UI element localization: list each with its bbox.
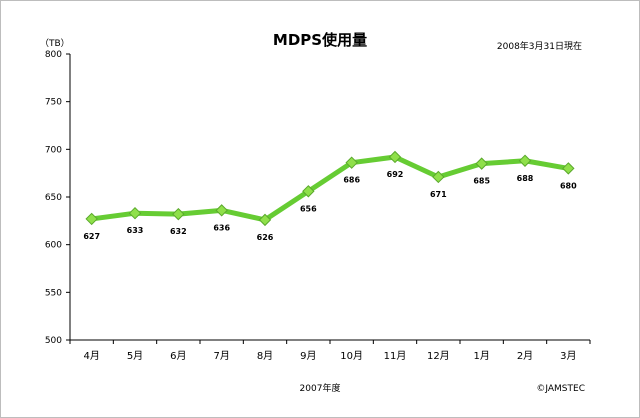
x-ticks: 4月 5月 6月 7月 8月 9月 10月 11月 12月 1月 2月 3月 (69, 340, 591, 362)
x-tick-label: 8月 (257, 350, 273, 362)
credit-label: ©JAMSTEC (536, 384, 585, 394)
series-usage (89, 154, 571, 223)
x-tick-label: 11月 (384, 350, 407, 362)
data-label: 633 (127, 226, 144, 235)
series-markers (85, 150, 575, 227)
data-point (302, 185, 315, 198)
chart-subtitle: 2008年3月31日現在 (497, 40, 582, 52)
y-unit-label: （TB） (40, 38, 70, 49)
data-label: 680 (560, 181, 577, 190)
data-label: 688 (517, 174, 534, 183)
y-tick-label: 800 (45, 50, 62, 60)
y-tick-label: 600 (45, 241, 62, 251)
data-point (518, 154, 532, 167)
data-point (85, 212, 98, 226)
data-labels: 627 633 632 636 626 656 686 692 671 685 688 680 (83, 170, 577, 242)
x-tick-label: 2月 (517, 350, 533, 362)
x-tick-label: 5月 (127, 350, 143, 362)
data-label: 636 (213, 223, 230, 232)
series-line (89, 154, 571, 223)
x-tick-label: 12月 (427, 350, 450, 362)
x-axis-title: 2007年度 (300, 382, 341, 394)
data-label: 671 (430, 190, 447, 199)
y-ticks: 500 550 600 650 700 750 800 (45, 50, 70, 346)
data-point (562, 162, 575, 175)
data-point (172, 207, 185, 221)
data-point (345, 156, 358, 169)
x-tick-label: 9月 (300, 350, 316, 362)
y-tick-label: 550 (45, 288, 62, 298)
y-tick-label: 500 (45, 336, 62, 346)
data-label: 692 (387, 170, 404, 179)
data-point (432, 170, 445, 184)
data-label: 627 (83, 232, 100, 241)
x-tick-label: 7月 (213, 350, 229, 362)
data-label: 656 (300, 204, 317, 213)
data-label: 626 (257, 233, 274, 242)
y-tick-label: 650 (45, 193, 62, 203)
data-label: 685 (473, 177, 490, 186)
data-label: 686 (343, 176, 360, 185)
chart-title: MDPS使用量 (273, 31, 367, 49)
data-point (215, 204, 228, 217)
x-tick-label: 1月 (473, 350, 489, 362)
x-tick-label: 10月 (340, 350, 363, 362)
data-point (258, 213, 272, 227)
y-tick-label: 750 (45, 98, 62, 108)
y-tick-label: 700 (45, 145, 62, 155)
x-tick-label: 6月 (170, 350, 186, 362)
data-label: 632 (170, 227, 187, 236)
x-tick-label: 3月 (560, 350, 576, 362)
data-point (128, 206, 142, 220)
x-tick-label: 4月 (83, 350, 99, 362)
data-point (388, 150, 402, 164)
data-point (475, 157, 488, 170)
